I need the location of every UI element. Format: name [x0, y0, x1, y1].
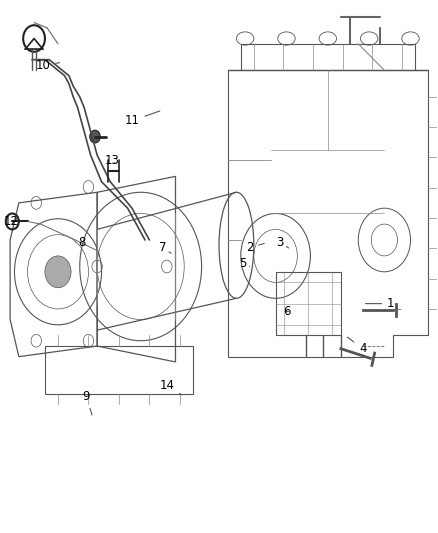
- Text: 9: 9: [82, 390, 92, 415]
- Text: 12: 12: [4, 215, 18, 228]
- Text: 13: 13: [105, 154, 120, 167]
- Circle shape: [45, 256, 71, 288]
- Text: 10: 10: [35, 59, 60, 71]
- Text: 5: 5: [239, 257, 250, 270]
- Circle shape: [90, 130, 100, 143]
- Text: 8: 8: [75, 236, 85, 249]
- Text: 7: 7: [159, 241, 171, 254]
- Text: 4: 4: [347, 337, 366, 355]
- Text: 11: 11: [124, 111, 160, 127]
- Text: 2: 2: [246, 241, 264, 254]
- Text: 6: 6: [283, 305, 290, 318]
- Text: 1: 1: [365, 297, 395, 310]
- Text: 3: 3: [276, 236, 289, 249]
- Text: 14: 14: [159, 379, 182, 395]
